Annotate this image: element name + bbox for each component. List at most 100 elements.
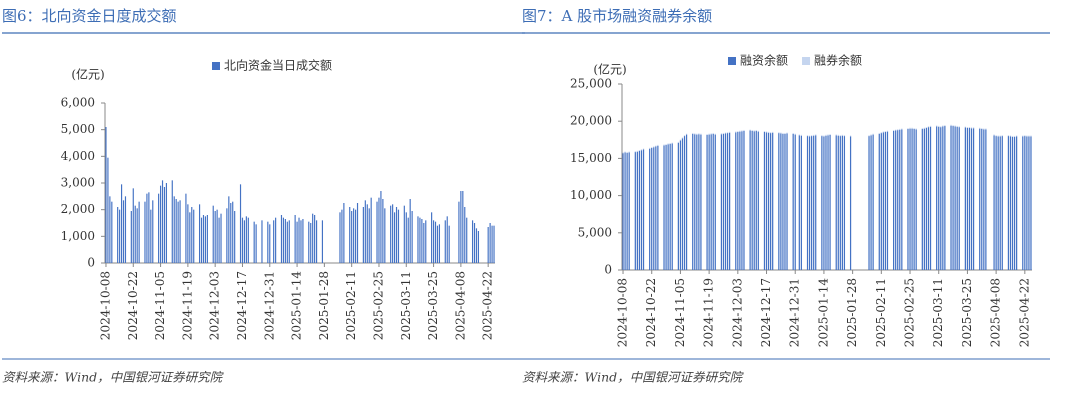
bar — [753, 131, 755, 270]
bar — [171, 180, 173, 263]
x-tick-label: 2025-02-25 — [903, 278, 917, 347]
bar — [314, 215, 316, 263]
bar — [968, 127, 971, 270]
bar — [735, 131, 737, 133]
bar — [284, 219, 286, 263]
x-tick-label: 2024-11-19 — [180, 271, 194, 340]
bar — [952, 125, 954, 127]
bar — [390, 205, 392, 263]
unit-label: (亿元) — [593, 62, 626, 77]
bar — [294, 215, 296, 263]
bar — [1001, 136, 1003, 270]
x-tick-label: 2025-03-11 — [399, 271, 413, 340]
bar — [446, 216, 448, 263]
legend-swatch — [728, 57, 736, 65]
bar — [724, 133, 727, 270]
bar — [403, 205, 405, 263]
legend-swatch — [212, 62, 220, 70]
x-tick-label: 2024-12-03 — [730, 278, 744, 347]
bar — [366, 204, 368, 263]
bar — [751, 129, 753, 131]
x-tick-label: 2025-01-14 — [816, 278, 830, 348]
bar — [724, 132, 727, 134]
bar — [950, 124, 952, 126]
bar — [425, 220, 427, 263]
bar — [700, 133, 702, 135]
bar — [999, 135, 1001, 137]
bar — [909, 127, 911, 129]
y-tick-label: 2,000 — [61, 202, 95, 216]
bar — [915, 128, 917, 130]
bar — [895, 129, 897, 131]
bar — [1016, 136, 1018, 270]
bar — [280, 215, 283, 263]
bar — [813, 134, 815, 136]
bar — [230, 203, 232, 263]
bar — [653, 147, 655, 270]
bar — [200, 217, 203, 263]
bar — [462, 191, 464, 263]
bar — [743, 129, 745, 131]
bar — [487, 227, 489, 263]
bar — [770, 133, 772, 270]
bar — [714, 133, 716, 135]
bar — [681, 137, 684, 139]
bar — [665, 145, 667, 270]
bar — [841, 134, 843, 136]
bar — [927, 126, 930, 128]
x-tick-label: 2025-03-11 — [931, 278, 945, 347]
bar — [159, 185, 162, 263]
bar — [657, 144, 659, 146]
x-tick-label: 2024-12-17 — [759, 278, 773, 347]
bar — [1013, 136, 1016, 270]
bar — [655, 145, 657, 147]
y-tick-label: 0 — [604, 263, 612, 277]
bar — [981, 128, 983, 130]
bar — [993, 135, 995, 270]
bar — [911, 128, 913, 270]
source-note: 资料来源：Wind，中国银河证券研究院 — [522, 370, 745, 385]
bar — [825, 134, 827, 136]
x-tick-label: 2025-01-28 — [317, 271, 331, 340]
bar — [354, 209, 357, 263]
bar — [105, 127, 107, 263]
bar — [708, 134, 710, 270]
x-tick-label: 2025-04-22 — [481, 271, 495, 340]
bar — [843, 135, 846, 137]
bar — [275, 217, 277, 263]
x-tick-label: 2025-01-28 — [845, 278, 859, 347]
bar — [397, 209, 400, 263]
bar — [421, 219, 423, 263]
bar — [651, 147, 653, 148]
bar — [942, 125, 944, 127]
x-tick-label: 2024-12-31 — [788, 278, 802, 347]
bar — [929, 126, 932, 270]
bar — [798, 134, 800, 136]
x-tick-label: 2025-04-22 — [1017, 278, 1031, 347]
bar — [770, 132, 772, 134]
bar — [624, 152, 626, 270]
bar — [282, 217, 285, 263]
bar — [212, 205, 214, 263]
bar — [269, 224, 271, 263]
bar — [981, 129, 983, 270]
bar — [243, 220, 246, 263]
bar — [122, 200, 125, 263]
bar — [870, 135, 872, 270]
y-tick-label: 3,000 — [61, 176, 95, 190]
bar — [384, 208, 386, 263]
bar — [364, 200, 366, 263]
bar — [970, 127, 973, 129]
bar — [741, 131, 743, 270]
bar — [780, 132, 782, 134]
bar — [193, 209, 195, 263]
y-tick-label: 10,000 — [570, 188, 612, 202]
bar — [921, 129, 923, 270]
bar — [177, 201, 179, 263]
bar — [952, 126, 954, 270]
bar — [995, 136, 997, 270]
x-tick-label: 2025-02-11 — [874, 278, 888, 347]
bar — [966, 127, 969, 270]
bar — [417, 216, 419, 263]
bar — [471, 220, 474, 263]
